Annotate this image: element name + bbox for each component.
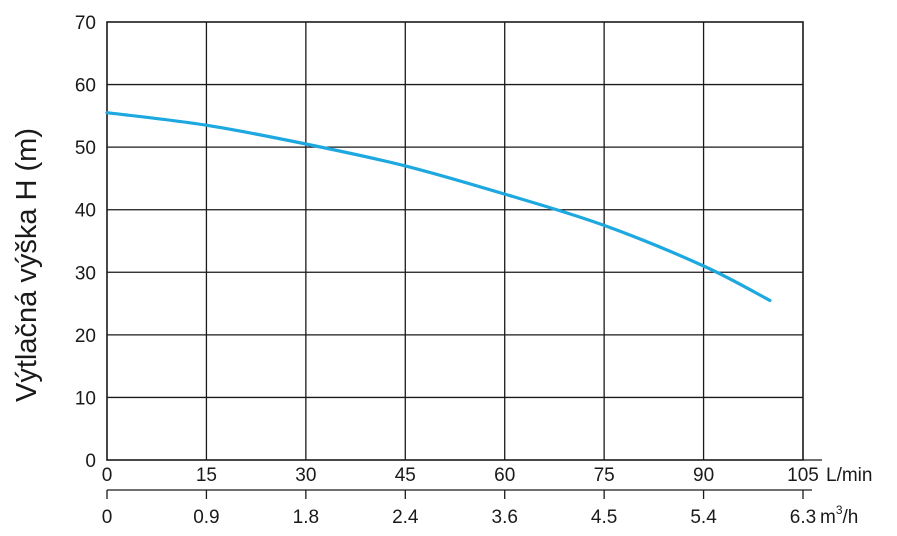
- x-tick-label: 90: [693, 465, 714, 486]
- x-tick-label: 0: [102, 465, 113, 486]
- x2-tick-label: 0: [102, 507, 113, 528]
- y-tick-label: 10: [75, 388, 96, 409]
- y-tick-label: 30: [75, 263, 96, 284]
- x-axis-unit-label: L/min: [826, 465, 872, 486]
- plot-frame: [106, 21, 804, 461]
- secondary-x-axis: 0 0.9 1.8 2.4 3.6 4.5 5.4 6.3: [102, 489, 816, 528]
- x-tick-label: 60: [494, 465, 515, 486]
- y-tick-label: 20: [75, 326, 96, 347]
- grid-lines: [106, 21, 822, 461]
- x2-tick-label: 4.5: [591, 507, 617, 528]
- x2-tick-label: 1.8: [293, 507, 319, 528]
- x-tick-label: 45: [395, 465, 416, 486]
- x-tick-label: 15: [196, 465, 217, 486]
- x-tick-label: 75: [594, 465, 615, 486]
- x2-tick-label: 5.4: [690, 507, 717, 528]
- y-tick-label: 70: [75, 13, 96, 34]
- x2-tick-label: 2.4: [392, 507, 419, 528]
- x-tick-label: 30: [295, 465, 316, 486]
- head-flow-curve: [105, 111, 772, 302]
- y-axis-label: Výtlačná výška H (m): [11, 128, 43, 402]
- x2-tick-label: 6.3: [790, 507, 816, 528]
- x-tick-labels: 0 15 30 45 60 75 90 105: [102, 465, 819, 486]
- y-tick-label: 40: [75, 201, 96, 222]
- series-layer: [105, 111, 772, 302]
- x-tick-label: 105: [787, 465, 819, 486]
- y-tick-label: 50: [75, 138, 96, 159]
- x2-axis-unit-label: m3/h: [820, 503, 858, 528]
- y-tick-label: 0: [85, 451, 96, 472]
- y-tick-labels: 0 10 20 30 40 50 60 70: [75, 13, 96, 472]
- x2-tick-label: 0.9: [193, 507, 219, 528]
- y-tick-label: 60: [75, 76, 96, 97]
- x2-tick-label: 3.6: [492, 507, 518, 528]
